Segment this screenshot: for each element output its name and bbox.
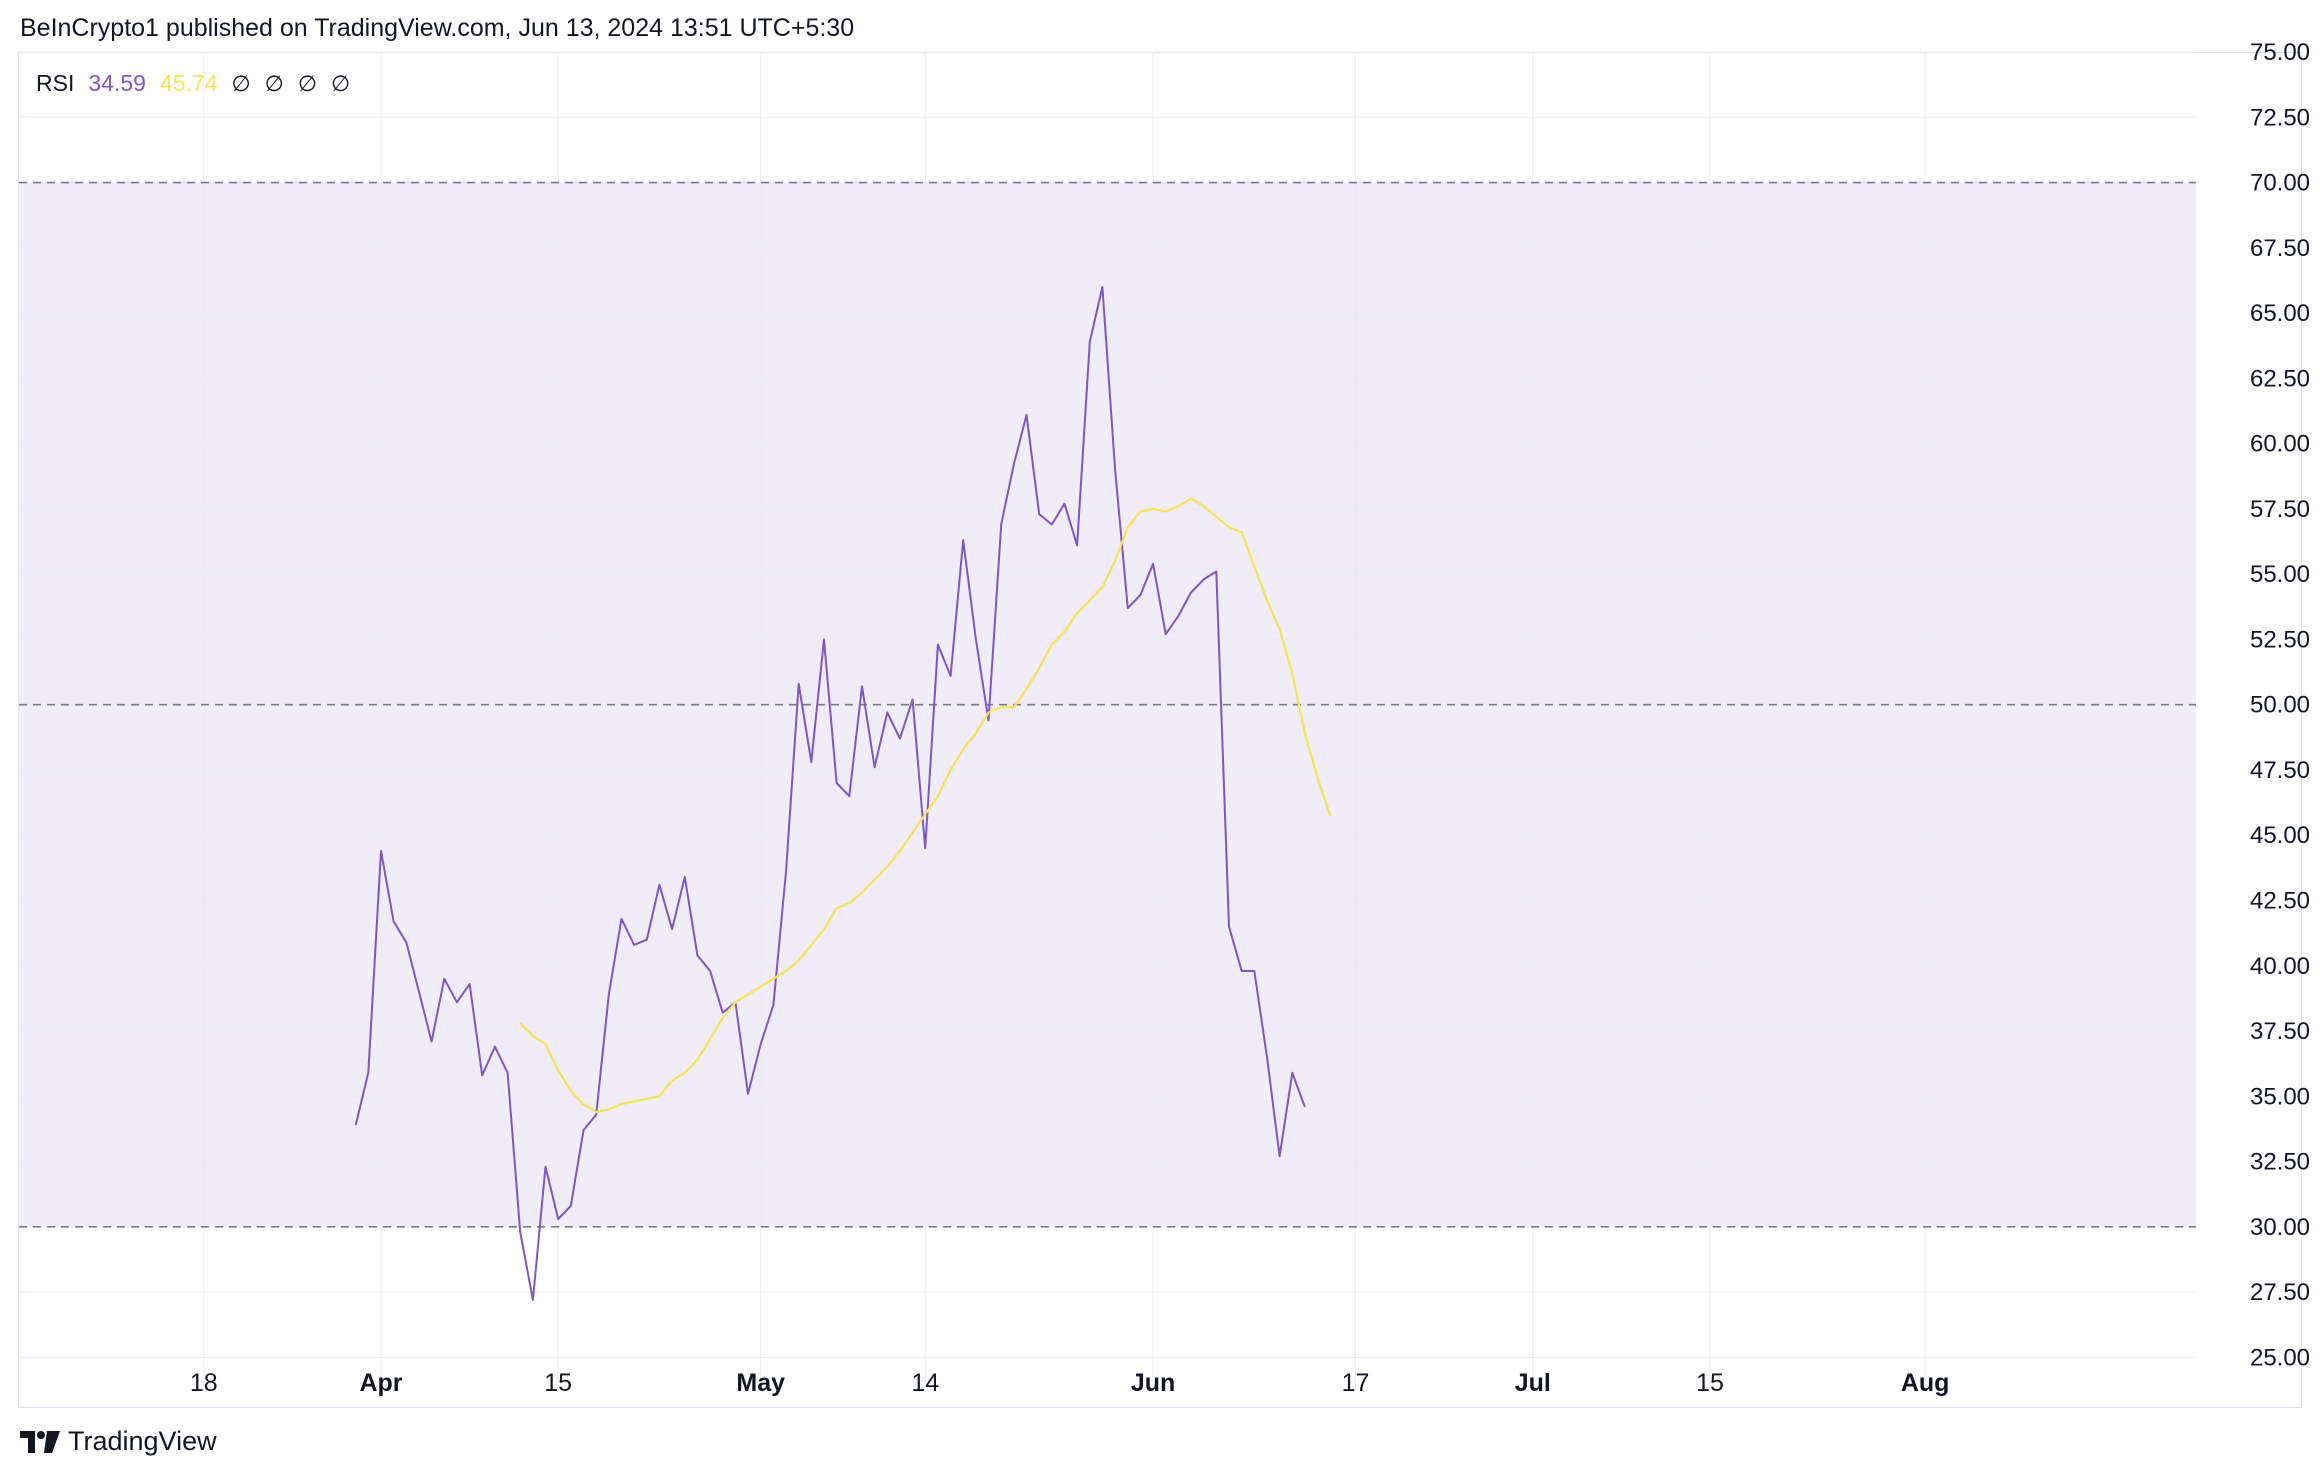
y-tick-label: 47.50 (2250, 757, 2310, 784)
x-tick-label: Aug (1901, 1369, 1950, 1397)
legend-ma-value: 45.74 (159, 70, 218, 96)
x-tick-label: 15 (1696, 1369, 1724, 1397)
y-axis: 75.00 72.50 70.00 67.50 65.00 62.50 60.00 57.50… (2250, 39, 2310, 1371)
footer-brand[interactable]: TradingView (20, 1426, 217, 1457)
x-tick-label: 15 (544, 1369, 572, 1397)
rsi-chart[interactable]: 75.00 72.50 70.00 67.50 65.00 62.50 60.00 57.50… (0, 0, 2320, 1420)
rsi-line (354, 286, 1306, 1301)
y-tick-label: 32.50 (2250, 1149, 2310, 1176)
y-tick-label: 72.50 (2250, 104, 2310, 131)
y-tick-label: 40.00 (2250, 953, 2310, 980)
y-tick-label: 57.50 (2250, 496, 2310, 523)
y-tick-label: 27.50 (2250, 1279, 2310, 1306)
x-tick-label: Jul (1515, 1369, 1551, 1397)
y-tick-label: 25.00 (2250, 1344, 2310, 1371)
legend-indicator-name: RSI (36, 70, 75, 96)
x-tick-label: Jun (1131, 1369, 1175, 1397)
y-tick-label: 60.00 (2250, 431, 2310, 458)
legend-empty-value: ∅ (264, 70, 284, 96)
y-tick-label: 55.00 (2250, 561, 2310, 588)
y-tick-label: 42.50 (2250, 887, 2310, 914)
legend-empty-value: ∅ (297, 70, 317, 96)
y-tick-label: 50.00 (2250, 692, 2310, 719)
x-axis: 18 Apr 15 May 14 Jun 17 Jul 15 Aug (190, 1369, 1950, 1397)
tradingview-logo-icon (20, 1430, 60, 1453)
publisher-line: BeInCrypto1 published on TradingView.com… (20, 14, 855, 42)
legend-rsi-value: 34.59 (88, 70, 146, 96)
y-tick-label: 62.50 (2250, 365, 2310, 392)
legend-empty-value: ∅ (330, 70, 351, 96)
y-tick-label: 35.00 (2250, 1083, 2310, 1110)
y-tick-label: 52.50 (2250, 626, 2310, 653)
footer-brand-name: TradingView (68, 1426, 217, 1456)
x-tick-label: 17 (1342, 1369, 1370, 1397)
rsi-ma-line (519, 497, 1332, 1114)
series-layer (354, 286, 1332, 1301)
grid-lines (19, 51, 2196, 1390)
y-tick-label: 70.00 (2250, 170, 2310, 197)
y-tick-label: 45.00 (2250, 822, 2310, 849)
x-tick-label: 18 (190, 1369, 218, 1397)
legend-empty-value: ∅ (231, 70, 251, 96)
x-tick-label: 14 (911, 1369, 939, 1397)
y-tick-label: 30.00 (2250, 1214, 2310, 1241)
x-tick-label: May (736, 1369, 785, 1397)
y-tick-label: 67.50 (2250, 235, 2310, 262)
x-tick-label: Apr (359, 1369, 402, 1397)
y-tick-label: 65.00 (2250, 300, 2310, 327)
rsi-legend[interactable]: RSI 34.59 45.74 ∅ ∅ ∅ ∅ (36, 70, 350, 97)
y-tick-label: 75.00 (2250, 39, 2310, 66)
y-tick-label: 37.50 (2250, 1018, 2310, 1045)
